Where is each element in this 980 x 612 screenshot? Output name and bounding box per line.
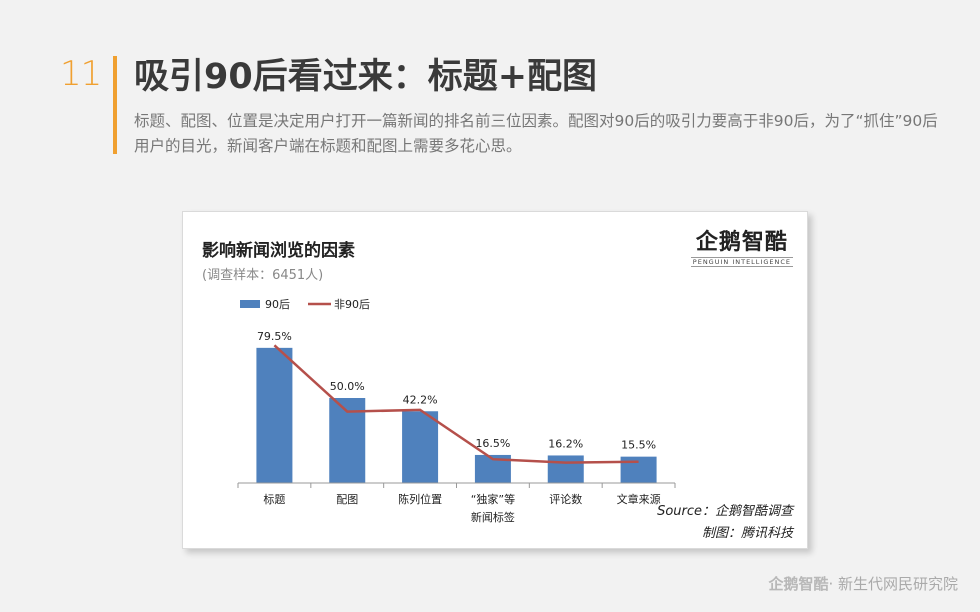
x-tick-label-3: “独家”等新闻标签: [471, 492, 515, 524]
legend-label-non90: 非90后: [334, 298, 370, 311]
x-tick-label-2: 陈列位置: [398, 492, 442, 506]
legend-label-90: 90后: [265, 298, 290, 311]
bar-label-2: 42.2%: [403, 393, 438, 406]
bar-label-0: 79.5%: [257, 330, 292, 343]
footer-text: · 新生代网民研究院: [828, 575, 958, 593]
source-note: Source：企鹅智酷调查: [657, 504, 793, 519]
bar-label-4: 16.2%: [548, 437, 583, 450]
chart-title: 影响新闻浏览的因素: [202, 241, 355, 261]
bar-4: [547, 455, 584, 483]
page-title: 吸引90后看过来：标题+配图: [134, 57, 598, 97]
bar-label-3: 16.5%: [475, 437, 510, 450]
brand-logo-main: 企鹅智酷: [695, 230, 788, 255]
footer: 企鹅智酷· 新生代网民研究院: [768, 573, 958, 594]
bar-label-5: 15.5%: [621, 439, 656, 452]
page-description: 标题、配图、位置是决定用户打开一篇新闻的排名前三位因素。配图对90后的吸引力要高…: [134, 112, 938, 155]
x-tick-label-4: 评论数: [549, 492, 582, 506]
credit-note: 制图：腾讯科技: [701, 526, 793, 541]
chart-card: 79.5% 50.0% 42.2% 16.5% 16.2% 15.5% 标题 配图 陈列位置 “独…: [182, 211, 808, 549]
bar-label-1: 50.0%: [330, 380, 365, 393]
legend-swatch-bar: [240, 300, 260, 308]
brand-logo-sub: PENGUIN INTELLIGENCE: [690, 257, 793, 267]
bar-5: [620, 456, 657, 483]
chart-svg: 79.5% 50.0% 42.2% 16.5% 16.2% 15.5% 标题 配图 陈列位置 “独…: [237, 298, 676, 524]
chart-subtitle: (调查样本：6451人): [202, 268, 324, 283]
bar-2: [402, 411, 439, 483]
x-tick-label-0: 标题: [263, 492, 285, 506]
brand-logo: 企鹅智酷 PENGUIN INTELLIGENCE: [690, 224, 793, 267]
page-number: 11: [60, 54, 102, 94]
accent-bar: [113, 56, 117, 154]
x-tick-label-5: 文章来源: [617, 492, 661, 506]
footer-logo: 企鹅智酷: [768, 575, 829, 593]
series-line-non90: [273, 344, 639, 464]
bar-0: [256, 347, 293, 483]
x-tick-label-1: 配图: [336, 493, 358, 506]
